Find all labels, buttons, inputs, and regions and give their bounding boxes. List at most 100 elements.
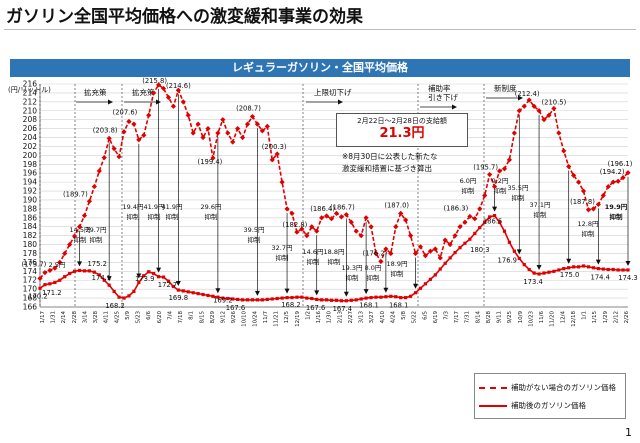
subsidy-amount-label: 抑制 (512, 193, 526, 202)
arrow-head-icon (595, 259, 601, 265)
x-tick-label: 8/1 (189, 311, 195, 320)
data-point-no-subsidy (71, 233, 78, 239)
data-point-after-subsidy (433, 273, 437, 277)
data-point-after-subsidy (38, 286, 42, 290)
data-point-no-subsidy (170, 103, 177, 109)
data-point-after-subsidy (107, 283, 111, 287)
data-label: 176.9 (498, 256, 517, 264)
x-tick-label: 1/29 (603, 311, 609, 324)
x-tick-label: 2/13 (337, 311, 343, 324)
x-tick-label: 10/10 (242, 311, 248, 327)
y-tick-label: 198 (23, 160, 38, 169)
subsidy-amount-label: 19.3円 (342, 264, 363, 272)
arrow-head-icon (413, 283, 419, 289)
data-label: (187.8) (570, 198, 595, 206)
data-point-no-subsidy (155, 82, 162, 88)
data-point-after-subsidy (423, 282, 428, 286)
data-point-no-subsidy (304, 233, 310, 239)
y-axis-label: (円/リットル) (8, 86, 51, 94)
data-point-no-subsidy (76, 224, 83, 230)
data-point-no-subsidy (230, 139, 236, 145)
x-tick-label: 5/22 (412, 311, 418, 323)
data-point-no-subsidy (595, 201, 601, 208)
data-point-after-subsidy (48, 282, 52, 286)
y-tick-label: 188 (23, 204, 38, 213)
data-point-after-subsidy (502, 229, 507, 233)
data-point-after-subsidy (586, 265, 591, 269)
x-tick-label: 2/26 (624, 311, 630, 324)
subsidy-amount-label: 19.4円 (123, 203, 144, 211)
x-tick-label: 6/20 (157, 311, 163, 324)
data-point-no-subsidy (244, 121, 251, 127)
arrow-head-icon (343, 291, 349, 297)
data-point-after-subsidy (492, 213, 497, 218)
data-label: 173.9 (135, 275, 154, 283)
data-label: (195.7) (473, 164, 498, 172)
callout-amount: 21.3円 (379, 126, 425, 141)
y-tick-label: 200 (23, 151, 38, 160)
data-point-no-subsidy (67, 241, 73, 248)
data-label: 174.1 (92, 274, 111, 282)
data-point-after-subsidy (280, 296, 284, 300)
data-point-after-subsidy (63, 275, 67, 279)
data-point-no-subsidy (343, 212, 349, 218)
data-point-no-subsidy (333, 210, 340, 216)
data-point-after-subsidy (611, 267, 615, 272)
x-tick-label: 7/3 (443, 311, 449, 320)
data-point-no-subsidy (398, 210, 404, 216)
data-point-no-subsidy (106, 135, 112, 142)
data-point-no-subsidy (284, 206, 290, 212)
data-point-no-subsidy (566, 163, 572, 170)
data-point-no-subsidy (309, 224, 315, 230)
subsidy-amount-label: 抑制 (148, 212, 162, 221)
data-point-after-subsidy (329, 298, 334, 302)
data-point-after-subsidy (324, 298, 329, 302)
subsidy-amount-label: 抑制 (367, 273, 381, 282)
y-tick-label: 174 (23, 267, 38, 276)
x-tick-label: 10/9 (518, 311, 524, 324)
data-point-after-subsidy (596, 267, 600, 271)
data-label: (207.6) (113, 108, 138, 116)
data-point-after-subsidy (206, 293, 210, 298)
data-point-no-subsidy (121, 129, 127, 135)
data-point-no-subsidy (239, 134, 246, 141)
axes: 1661681701721741761781801821841861881901… (8, 80, 630, 327)
data-point-after-subsidy (92, 270, 96, 274)
data-label: 174.3 (618, 274, 637, 282)
data-point-no-subsidy (521, 103, 527, 109)
data-point-after-subsidy (453, 250, 457, 255)
x-tick-label: 3/27 (369, 311, 375, 324)
data-point-after-subsidy (72, 269, 77, 273)
data-point-no-subsidy (571, 172, 577, 179)
phase-label: 引き下げ (428, 93, 458, 102)
arrow-head-icon (492, 206, 498, 212)
data-label: (186.4) (310, 205, 335, 213)
data-point-no-subsidy (467, 213, 473, 220)
data-point-after-subsidy (68, 271, 72, 276)
data-label: (187.0) (384, 201, 409, 209)
data-point-no-subsidy (57, 259, 63, 265)
data-label: 169.8 (169, 294, 188, 302)
data-point-after-subsidy (359, 297, 363, 301)
page-title: ガソリン全国平均価格への激変緩和事業の効果 (6, 7, 363, 27)
arrow-head-icon (108, 99, 113, 105)
arrow-head-icon (254, 290, 260, 296)
data-point-no-subsidy (86, 198, 93, 204)
data-point-no-subsidy (531, 103, 537, 109)
data-point-after-subsidy (448, 256, 452, 260)
y-tick-label: 210 (23, 106, 38, 115)
data-point-after-subsidy (112, 289, 116, 293)
subsidy-amount-label: 29.6円 (201, 203, 222, 211)
data-point-no-subsidy (462, 219, 468, 225)
x-tick-label: 12/5 (284, 311, 290, 324)
data-point-no-subsidy (259, 128, 265, 134)
subsidy-amount-label: 2.5円 (49, 261, 66, 269)
data-point-no-subsidy (215, 130, 221, 136)
data-point-no-subsidy (47, 267, 53, 274)
x-tick-label: 4/25 (114, 311, 120, 324)
data-label: 168.2 (105, 302, 124, 310)
subsidy-amount-label: 抑制 (205, 212, 219, 221)
data-point-after-subsidy (334, 298, 339, 302)
legend-item-dashed: 補助がない場合のガソリン価格 (479, 382, 616, 394)
data-point-after-subsidy (344, 299, 348, 303)
